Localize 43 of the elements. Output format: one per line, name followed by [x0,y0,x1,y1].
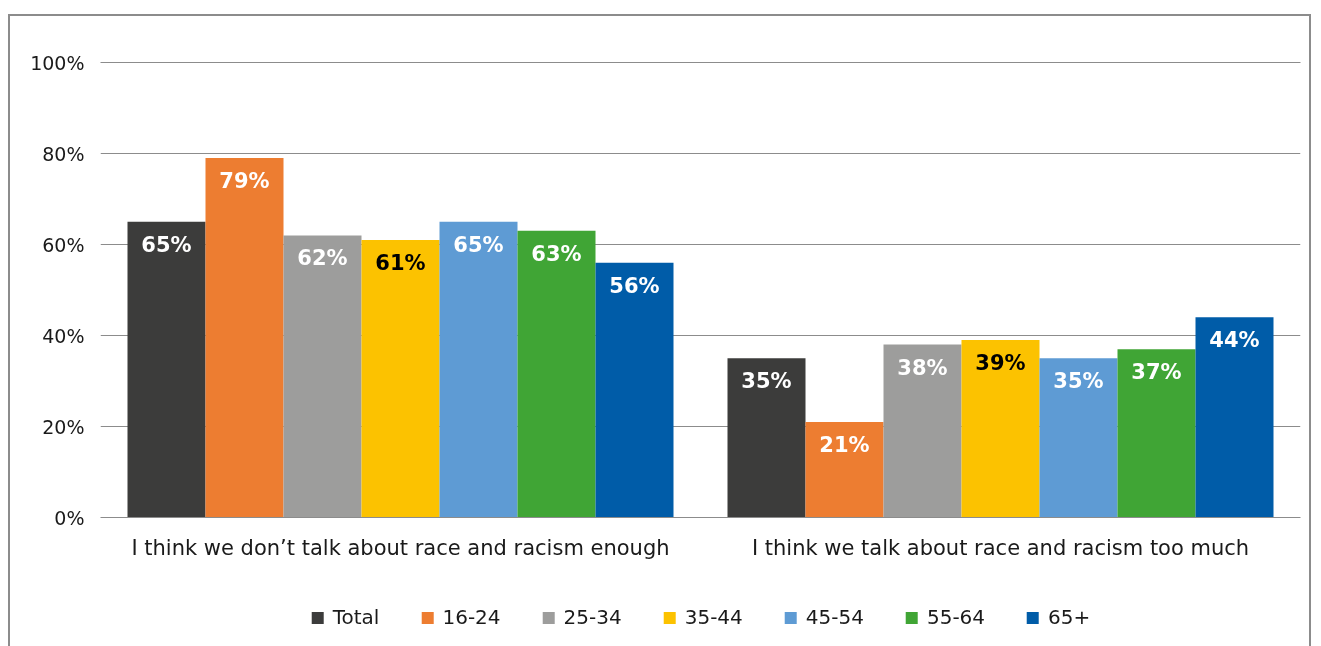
y-tick-label: 40% [42,324,85,347]
bar [595,262,674,518]
legend-label: 16-24 [442,605,501,629]
data-label: 65% [141,232,192,257]
legend-label: 65+ [1048,605,1091,629]
legend-label: 35-44 [684,605,743,629]
data-label: 35% [1053,369,1104,394]
data-label: 35% [741,369,792,394]
bar [805,421,884,518]
bar [727,358,806,518]
bar [883,344,962,518]
bar [517,230,596,518]
data-label: 38% [897,355,948,380]
data-label: 63% [531,241,582,266]
legend-label: 45-54 [805,605,864,629]
bar [127,221,206,518]
bar [961,340,1040,518]
y-tick-label: 80% [42,142,85,165]
data-label: 37% [1131,360,1182,385]
bar [361,239,440,518]
bar [439,221,518,518]
data-label: 21% [819,432,870,457]
data-label: 62% [297,246,348,271]
data-label: 61% [375,250,426,275]
y-tick-label: 60% [42,233,85,256]
y-tick-label: 0% [54,506,85,529]
legend-label: 55-64 [926,605,986,629]
bar [1195,317,1274,518]
bar [205,158,284,518]
x-tick-label: I think we don’t talk about race and racism enough [131,535,670,560]
data-label: 44% [1209,328,1260,353]
legend-label: 25-34 [563,605,622,629]
bar [1039,358,1118,518]
x-tick-label: I think we talk about race and racism too much [751,535,1250,560]
y-tick-label: 20% [42,415,85,438]
data-label: 56% [609,273,660,298]
bar [283,235,362,518]
data-label: 65% [453,232,504,257]
bar [1117,349,1196,518]
data-label: 39% [975,351,1026,376]
data-label: 79% [219,169,270,194]
legend-label: Total [332,605,380,629]
y-tick-label: 100% [30,51,85,74]
